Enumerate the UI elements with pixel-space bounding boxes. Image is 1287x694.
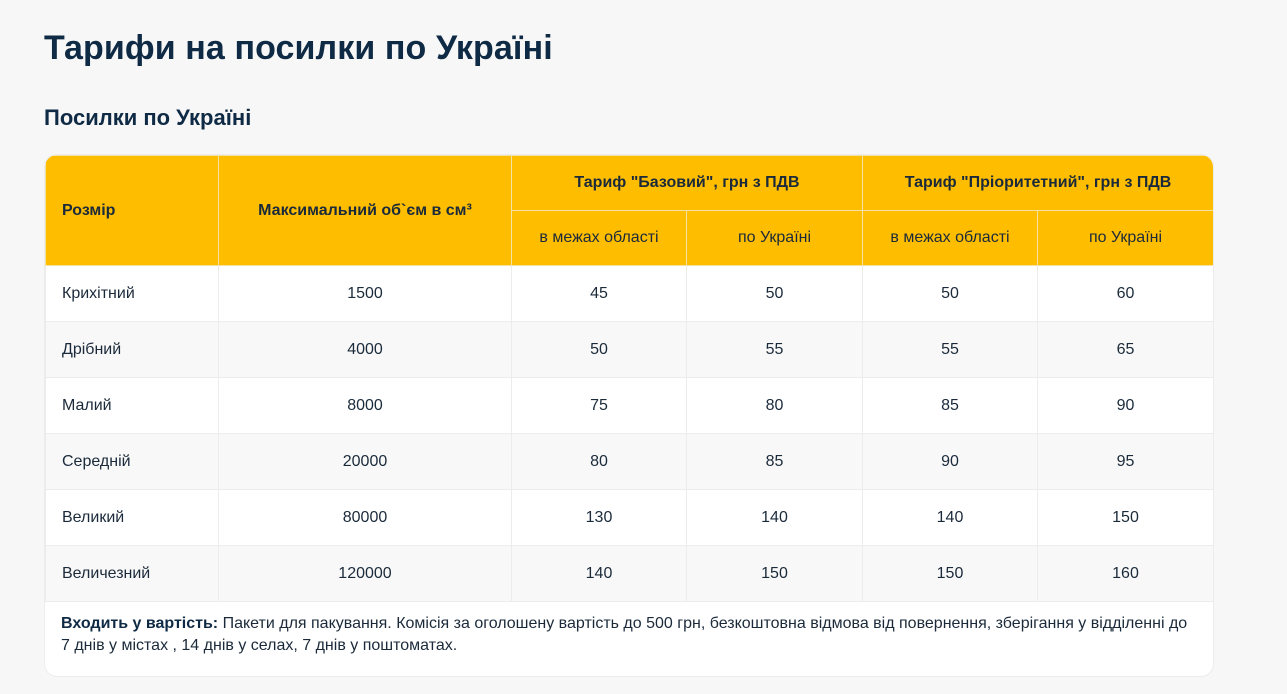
cell-priority-ukraine: 160 xyxy=(1037,545,1213,602)
tariff-table-card: Розмір Максимальний об`єм в см³ Тариф "Б… xyxy=(45,155,1213,676)
cell-priority-ukraine: 90 xyxy=(1037,377,1213,434)
note-label: Входить у вартість: xyxy=(61,615,219,632)
header-tariff-priority: Тариф "Пріоритетний", грн з ПДВ xyxy=(862,155,1213,211)
table-header: Розмір Максимальний об`єм в см³ Тариф "Б… xyxy=(45,155,1213,266)
cell-basic-region: 130 xyxy=(511,489,687,546)
header-priority-within-region: в межах області xyxy=(862,210,1038,266)
cell-basic-ukraine: 50 xyxy=(686,265,863,322)
cell-size: Малий xyxy=(45,377,219,434)
cell-volume: 8000 xyxy=(218,377,512,434)
cell-basic-region: 80 xyxy=(511,433,687,490)
cell-priority-region: 55 xyxy=(862,321,1038,378)
cell-priority-ukraine: 65 xyxy=(1037,321,1213,378)
included-note: Входить у вартість: Пакети для пакування… xyxy=(61,613,1191,657)
cell-size: Середній xyxy=(45,433,219,490)
cell-volume: 20000 xyxy=(218,433,512,490)
tariff-table: Розмір Максимальний об`єм в см³ Тариф "Б… xyxy=(45,155,1213,602)
cell-size: Крихітний xyxy=(45,265,219,322)
cell-priority-region: 140 xyxy=(862,489,1038,546)
cell-basic-region: 140 xyxy=(511,545,687,602)
cell-volume: 4000 xyxy=(218,321,512,378)
cell-priority-region: 50 xyxy=(862,265,1038,322)
table-row: Середній 20000 80 85 90 95 xyxy=(45,433,1213,490)
cell-basic-ukraine: 140 xyxy=(686,489,863,546)
cell-size: Величезний xyxy=(45,545,219,602)
cell-size: Великий xyxy=(45,489,219,546)
header-basic-within-region: в межах області xyxy=(511,210,687,266)
table-row: Дрібний 4000 50 55 55 65 xyxy=(45,321,1213,378)
header-size: Розмір xyxy=(45,155,219,266)
header-volume: Максимальний об`єм в см³ xyxy=(218,155,512,266)
cell-basic-region: 75 xyxy=(511,377,687,434)
cell-basic-ukraine: 85 xyxy=(686,433,863,490)
cell-priority-ukraine: 95 xyxy=(1037,433,1213,490)
cell-size: Дрібний xyxy=(45,321,219,378)
cell-priority-ukraine: 150 xyxy=(1037,489,1213,546)
header-priority-across-ukraine: по Україні xyxy=(1037,210,1213,266)
table-row: Великий 80000 130 140 140 150 xyxy=(45,489,1213,546)
cell-priority-region: 90 xyxy=(862,433,1038,490)
cell-basic-ukraine: 150 xyxy=(686,545,863,602)
cell-basic-ukraine: 55 xyxy=(686,321,863,378)
cell-priority-region: 85 xyxy=(862,377,1038,434)
cell-volume: 1500 xyxy=(218,265,512,322)
cell-basic-region: 50 xyxy=(511,321,687,378)
table-row: Величезний 120000 140 150 150 160 xyxy=(45,545,1213,602)
header-basic-across-ukraine: по Україні xyxy=(686,210,863,266)
table-row: Крихітний 1500 45 50 50 60 xyxy=(45,265,1213,322)
cell-priority-ukraine: 60 xyxy=(1037,265,1213,322)
cell-basic-region: 45 xyxy=(511,265,687,322)
page-title: Тарифи на посилки по Україні xyxy=(44,29,553,67)
section-title: Посилки по Україні xyxy=(44,105,252,130)
cell-volume: 120000 xyxy=(218,545,512,602)
cell-basic-ukraine: 80 xyxy=(686,377,863,434)
header-tariff-basic: Тариф "Базовий", грн з ПДВ xyxy=(511,155,863,211)
note-text: Пакети для пакування. Комісія за оголоше… xyxy=(61,615,1188,654)
table-body: Крихітний 1500 45 50 50 60 Дрібний 4000 … xyxy=(45,265,1213,602)
cell-volume: 80000 xyxy=(218,489,512,546)
cell-priority-region: 150 xyxy=(862,545,1038,602)
table-row: Малий 8000 75 80 85 90 xyxy=(45,377,1213,434)
